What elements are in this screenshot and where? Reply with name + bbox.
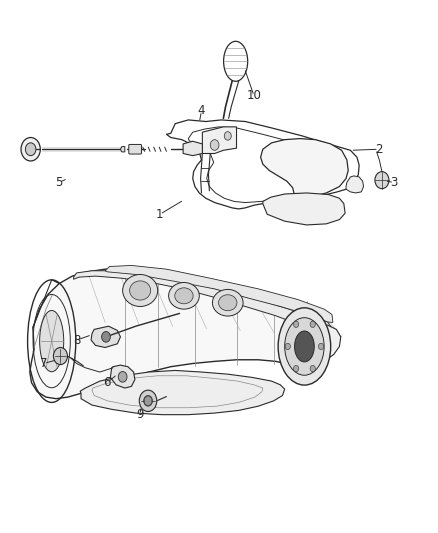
Text: 5: 5 bbox=[56, 176, 63, 189]
Ellipse shape bbox=[212, 289, 243, 316]
Text: 10: 10 bbox=[247, 90, 261, 102]
Ellipse shape bbox=[130, 281, 151, 300]
Ellipse shape bbox=[175, 288, 193, 304]
Polygon shape bbox=[120, 147, 125, 152]
Circle shape bbox=[293, 321, 299, 327]
Circle shape bbox=[53, 348, 67, 365]
Polygon shape bbox=[346, 176, 364, 193]
Text: 2: 2 bbox=[375, 143, 383, 156]
Text: 1: 1 bbox=[156, 208, 164, 221]
Ellipse shape bbox=[39, 310, 64, 372]
Circle shape bbox=[310, 366, 315, 372]
Polygon shape bbox=[144, 395, 152, 406]
Polygon shape bbox=[105, 265, 333, 322]
Ellipse shape bbox=[278, 308, 331, 385]
Circle shape bbox=[285, 343, 290, 350]
Circle shape bbox=[102, 332, 110, 342]
Text: 8: 8 bbox=[73, 334, 80, 346]
Polygon shape bbox=[91, 326, 120, 348]
FancyBboxPatch shape bbox=[129, 144, 141, 154]
Circle shape bbox=[144, 395, 152, 406]
Circle shape bbox=[310, 321, 315, 327]
Polygon shape bbox=[202, 127, 237, 154]
Text: 9: 9 bbox=[136, 408, 144, 421]
Circle shape bbox=[318, 343, 324, 350]
Ellipse shape bbox=[219, 295, 237, 311]
Circle shape bbox=[118, 372, 127, 382]
Circle shape bbox=[21, 138, 40, 161]
Circle shape bbox=[210, 140, 219, 150]
Polygon shape bbox=[80, 370, 285, 415]
Polygon shape bbox=[263, 193, 345, 225]
Text: 6: 6 bbox=[103, 376, 111, 389]
Text: 4: 4 bbox=[198, 104, 205, 117]
Circle shape bbox=[224, 132, 231, 140]
Circle shape bbox=[139, 390, 157, 411]
Ellipse shape bbox=[294, 331, 314, 362]
Text: 3: 3 bbox=[391, 176, 398, 189]
Polygon shape bbox=[30, 269, 335, 399]
Polygon shape bbox=[183, 141, 202, 156]
Circle shape bbox=[293, 366, 299, 372]
Ellipse shape bbox=[285, 318, 324, 375]
Text: 7: 7 bbox=[40, 357, 48, 370]
Ellipse shape bbox=[169, 282, 199, 309]
Circle shape bbox=[375, 172, 389, 189]
Polygon shape bbox=[261, 139, 348, 200]
Polygon shape bbox=[301, 325, 341, 364]
Ellipse shape bbox=[123, 274, 158, 306]
Polygon shape bbox=[110, 365, 135, 388]
Circle shape bbox=[25, 143, 36, 156]
Polygon shape bbox=[74, 271, 333, 333]
